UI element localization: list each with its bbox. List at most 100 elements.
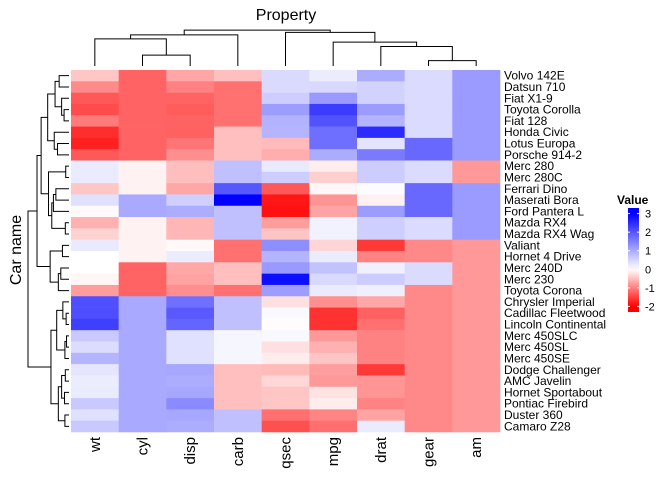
heatmap-cell [404,398,453,410]
heatmap-cell [357,239,405,252]
column-label: carb [230,437,247,466]
heatmap-cell [404,126,453,139]
heatmap-cell [166,115,215,127]
heatmap-cell [357,318,405,331]
heatmap-cell [261,273,310,286]
heatmap-cell [309,183,358,195]
heatmap-cell [261,92,310,105]
heatmap-cell [118,398,167,410]
heatmap-cell [309,364,358,376]
row-label: Porsche 914-2 [504,148,582,162]
heatmap-cell [261,409,310,421]
heatmap-cell [71,194,119,207]
heatmap-cell [404,352,453,365]
row-label: Ford Pantera L [504,204,584,218]
heatmap-cell [452,126,501,139]
heatmap-cell [309,375,358,388]
heatmap-cell [404,171,453,184]
heatmap-cell [214,205,262,218]
heatmap-cell [452,137,501,150]
heatmap-cell [261,386,310,399]
heatmap-cell [404,307,453,320]
heatmap-cell [309,239,358,252]
dendrogram-branch [48,171,66,217]
heatmap-cell [166,284,215,297]
dendrogram-branch [65,312,69,326]
heatmap-cell [214,103,262,116]
heatmap-cell [261,126,310,139]
heatmap-cell [452,296,501,308]
heatmap-cell [404,420,453,433]
heatmap-cell [452,262,501,274]
heatmap-cell [118,262,167,274]
heatmap-cell [452,160,501,173]
heatmap-cell [214,420,262,433]
heatmap-cell [166,217,215,229]
heatmap-cell [214,228,262,240]
dendrogram-branch [56,309,65,351]
dendrogram-branch [50,329,59,405]
heatmap-cell [357,364,405,376]
heatmap-cell [452,273,501,286]
heatmap-cell [261,137,310,150]
heatmap-cell [309,92,358,105]
dendrogram-branch [94,38,167,66]
heatmap-cell [118,183,167,195]
heatmap-cell [261,307,310,320]
heatmap-cell [118,205,167,218]
heatmap-cell [214,126,262,139]
heatmap-cell [71,183,119,195]
heatmap-cell [357,330,405,342]
heatmap-cell [214,115,262,127]
heatmap-cell [309,386,358,399]
heatmap-cell [166,183,215,195]
heatmap-cell [261,398,310,410]
row-label: Maserati Bora [504,193,579,207]
row-label: Mazda RX4 Wag [504,227,594,241]
row-label: Merc 280C [504,170,563,184]
heatmap-cell [71,228,119,240]
heatmap-cell [404,103,453,116]
heatmap-cell [166,160,215,173]
heatmap-cell [404,160,453,173]
row-label: Merc 450SL [504,340,569,354]
heatmap-cell [404,194,453,207]
dendrogram-branch [57,143,69,156]
color-legend: Value 3 2 1 0 -1 -2 [617,193,655,313]
heatmap-cell [309,352,358,365]
heatmap-cell [452,228,501,240]
row-dendrogram [27,75,69,427]
heatmap-cell [71,262,119,274]
heatmap-cell [166,126,215,139]
dendrogram-branch [64,222,69,235]
row-label: Valiant [504,238,540,252]
heatmap-cell [309,137,358,150]
heatmap-cell [166,296,215,308]
dendrogram-branch [332,41,418,66]
heatmap-cell [357,217,405,229]
heatmap-cell [118,364,167,376]
heatmap-cell [166,149,215,161]
row-label: Merc 450SE [504,351,570,365]
dendrogram-branch [54,80,62,108]
row-label: Lotus Europa [504,137,576,151]
heatmap-cell [71,103,119,116]
heatmap-cell [118,307,167,320]
heatmap-cell [309,330,358,342]
heatmap-cell [452,194,501,207]
heatmap-cell [71,330,119,342]
heatmap-cell [357,183,405,195]
heatmap-cell [214,183,262,195]
heatmap-cell [118,137,167,150]
heatmap-cell [261,217,310,229]
heatmap-cell [71,341,119,354]
heatmap-cell [71,296,119,308]
heatmap-cell [166,398,215,410]
heatmap-cell [261,318,310,331]
row-label: Dodge Challenger [504,363,601,377]
heatmap-cell [71,273,119,286]
legend-tick-label: -1 [645,283,655,295]
heatmap-cell [452,284,501,297]
heatmap-cells [71,70,501,433]
